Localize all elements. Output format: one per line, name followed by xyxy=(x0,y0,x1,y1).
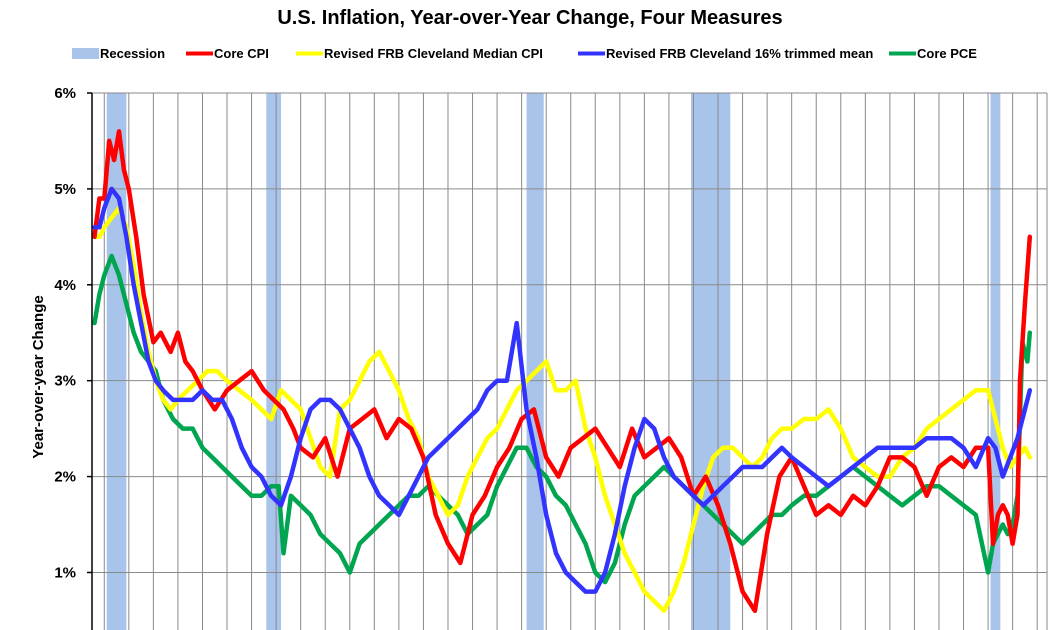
y-tick-label: 1% xyxy=(54,564,76,581)
legend-label: Revised FRB Cleveland Median CPI xyxy=(324,46,543,61)
legend-item-core-cpi: Core CPI xyxy=(186,46,269,61)
series-line-core-cpi xyxy=(92,129,1033,614)
legend-item-recession: Recession xyxy=(72,46,165,61)
recession-band-2 xyxy=(526,93,544,630)
y-tick-label: 6% xyxy=(54,85,76,102)
y-tick-label: 2% xyxy=(54,469,76,486)
legend-label: Recession xyxy=(100,46,165,61)
legend-label: Revised FRB Cleveland 16% trimmed mean xyxy=(606,46,873,61)
recession-band-1 xyxy=(266,93,282,630)
series-line-core-pce xyxy=(92,253,1033,585)
legend-label: Core CPI xyxy=(214,46,269,61)
legend-item-revised-frb-cleveland-16-trimmed-mean: Revised FRB Cleveland 16% trimmed mean xyxy=(578,46,873,61)
gridlines xyxy=(92,92,1048,630)
legend: Recession Core CPI Revised FRB Cleveland M… xyxy=(72,46,977,61)
axes: 1% 2% 3% 4% 5% 6% xyxy=(54,85,93,630)
y-tick-label: 3% xyxy=(54,373,76,390)
chart-title: U.S. Inflation, Year-over-Year Change, F… xyxy=(277,7,782,29)
recession-bands xyxy=(106,93,1001,630)
legend-item-core-pce: Core PCE xyxy=(889,46,977,61)
y-axis-label: Year-over-year Change xyxy=(30,295,47,458)
series-line-revised-frb-cleveland-median-cpi xyxy=(92,205,1033,614)
legend-item-revised-frb-cleveland-median-cpi: Revised FRB Cleveland Median CPI xyxy=(296,46,543,61)
recession-band-3 xyxy=(691,93,731,630)
y-tick-label: 4% xyxy=(54,277,76,294)
recession-band-0 xyxy=(106,93,127,630)
recession-band-4 xyxy=(990,93,1001,630)
legend-label: Core PCE xyxy=(917,46,977,61)
series-lines xyxy=(92,129,1033,614)
series-line-revised-frb-cleveland-16-trimmed-mean xyxy=(92,186,1033,594)
legend-swatch xyxy=(72,48,99,59)
y-tick-label: 5% xyxy=(54,181,76,198)
plot-area: 1% 2% 3% 4% 5% 6% xyxy=(54,85,1048,630)
